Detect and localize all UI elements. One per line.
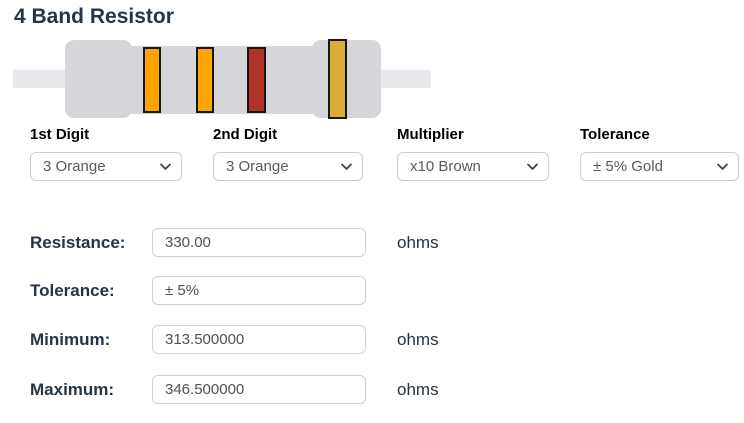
multiplier-group: Multiplier x10 Brown — [397, 127, 549, 181]
tolerance-select[interactable]: ± 5% Gold — [580, 152, 739, 181]
minimum-unit: ohms — [397, 329, 439, 349]
minimum-row: Minimum: ohms — [0, 325, 744, 354]
page-title: 4 Band Resistor — [14, 5, 174, 28]
resistance-unit: ohms — [397, 232, 439, 252]
first-digit-band — [143, 47, 161, 113]
maximum-input[interactable] — [152, 375, 366, 404]
multiplier-select[interactable]: x10 Brown — [397, 152, 549, 181]
second-digit-band — [196, 47, 214, 113]
band-selectors: 1st Digit 3 Orange 2nd Digit 3 Orange — [0, 127, 744, 182]
tolerance-group: Tolerance ± 5% Gold — [580, 127, 739, 181]
maximum-unit: ohms — [397, 379, 439, 399]
tolerance-band — [328, 39, 347, 119]
resistance-row: Resistance: ohms — [0, 228, 744, 257]
minimum-input[interactable] — [152, 325, 366, 354]
first-digit-select[interactable]: 3 Orange — [30, 152, 182, 181]
second-digit-select[interactable]: 3 Orange — [213, 152, 363, 181]
tolerance-result-label: Tolerance: — [30, 280, 115, 300]
multiplier-label: Multiplier — [397, 126, 464, 143]
maximum-row: Maximum: ohms — [0, 375, 744, 404]
tolerance-row: Tolerance: — [0, 276, 744, 305]
maximum-label: Maximum: — [30, 379, 115, 399]
resistor-graphic — [0, 30, 744, 125]
resistance-label: Resistance: — [30, 232, 126, 252]
resistor-body-left-cap — [65, 40, 132, 118]
second-digit-label: 2nd Digit — [213, 126, 278, 143]
first-digit-label: 1st Digit — [30, 126, 90, 143]
tolerance-label: Tolerance — [580, 126, 650, 143]
tolerance-input[interactable] — [152, 276, 366, 305]
first-digit-group: 1st Digit 3 Orange — [30, 127, 182, 181]
second-digit-group: 2nd Digit 3 Orange — [213, 127, 363, 181]
resistance-input[interactable] — [152, 228, 366, 257]
multiplier-band — [247, 47, 266, 113]
minimum-label: Minimum: — [30, 329, 111, 349]
